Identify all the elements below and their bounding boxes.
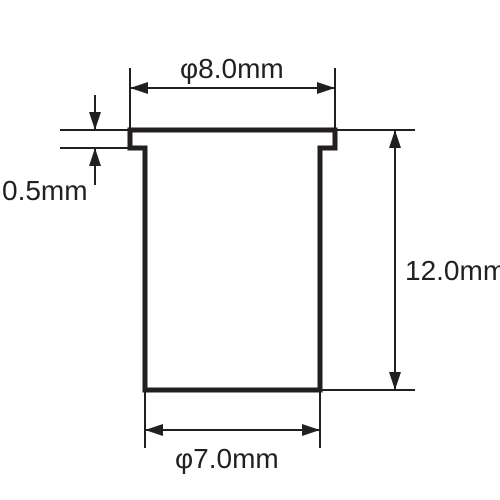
dim-top-diameter: φ8.0mm: [180, 53, 284, 84]
arrowhead: [89, 112, 101, 130]
arrowhead: [389, 130, 401, 148]
arrowhead: [317, 82, 335, 94]
arrowhead: [302, 424, 320, 436]
arrowhead: [89, 148, 101, 166]
dim-body-height: 12.0mm: [405, 255, 500, 286]
arrowhead: [389, 372, 401, 390]
part-outline: [130, 130, 335, 390]
arrowhead: [130, 82, 148, 94]
arrowhead: [145, 424, 163, 436]
dim-bottom-diameter: φ7.0mm: [175, 443, 279, 474]
dim-flange-height: 0.5mm: [2, 175, 88, 206]
